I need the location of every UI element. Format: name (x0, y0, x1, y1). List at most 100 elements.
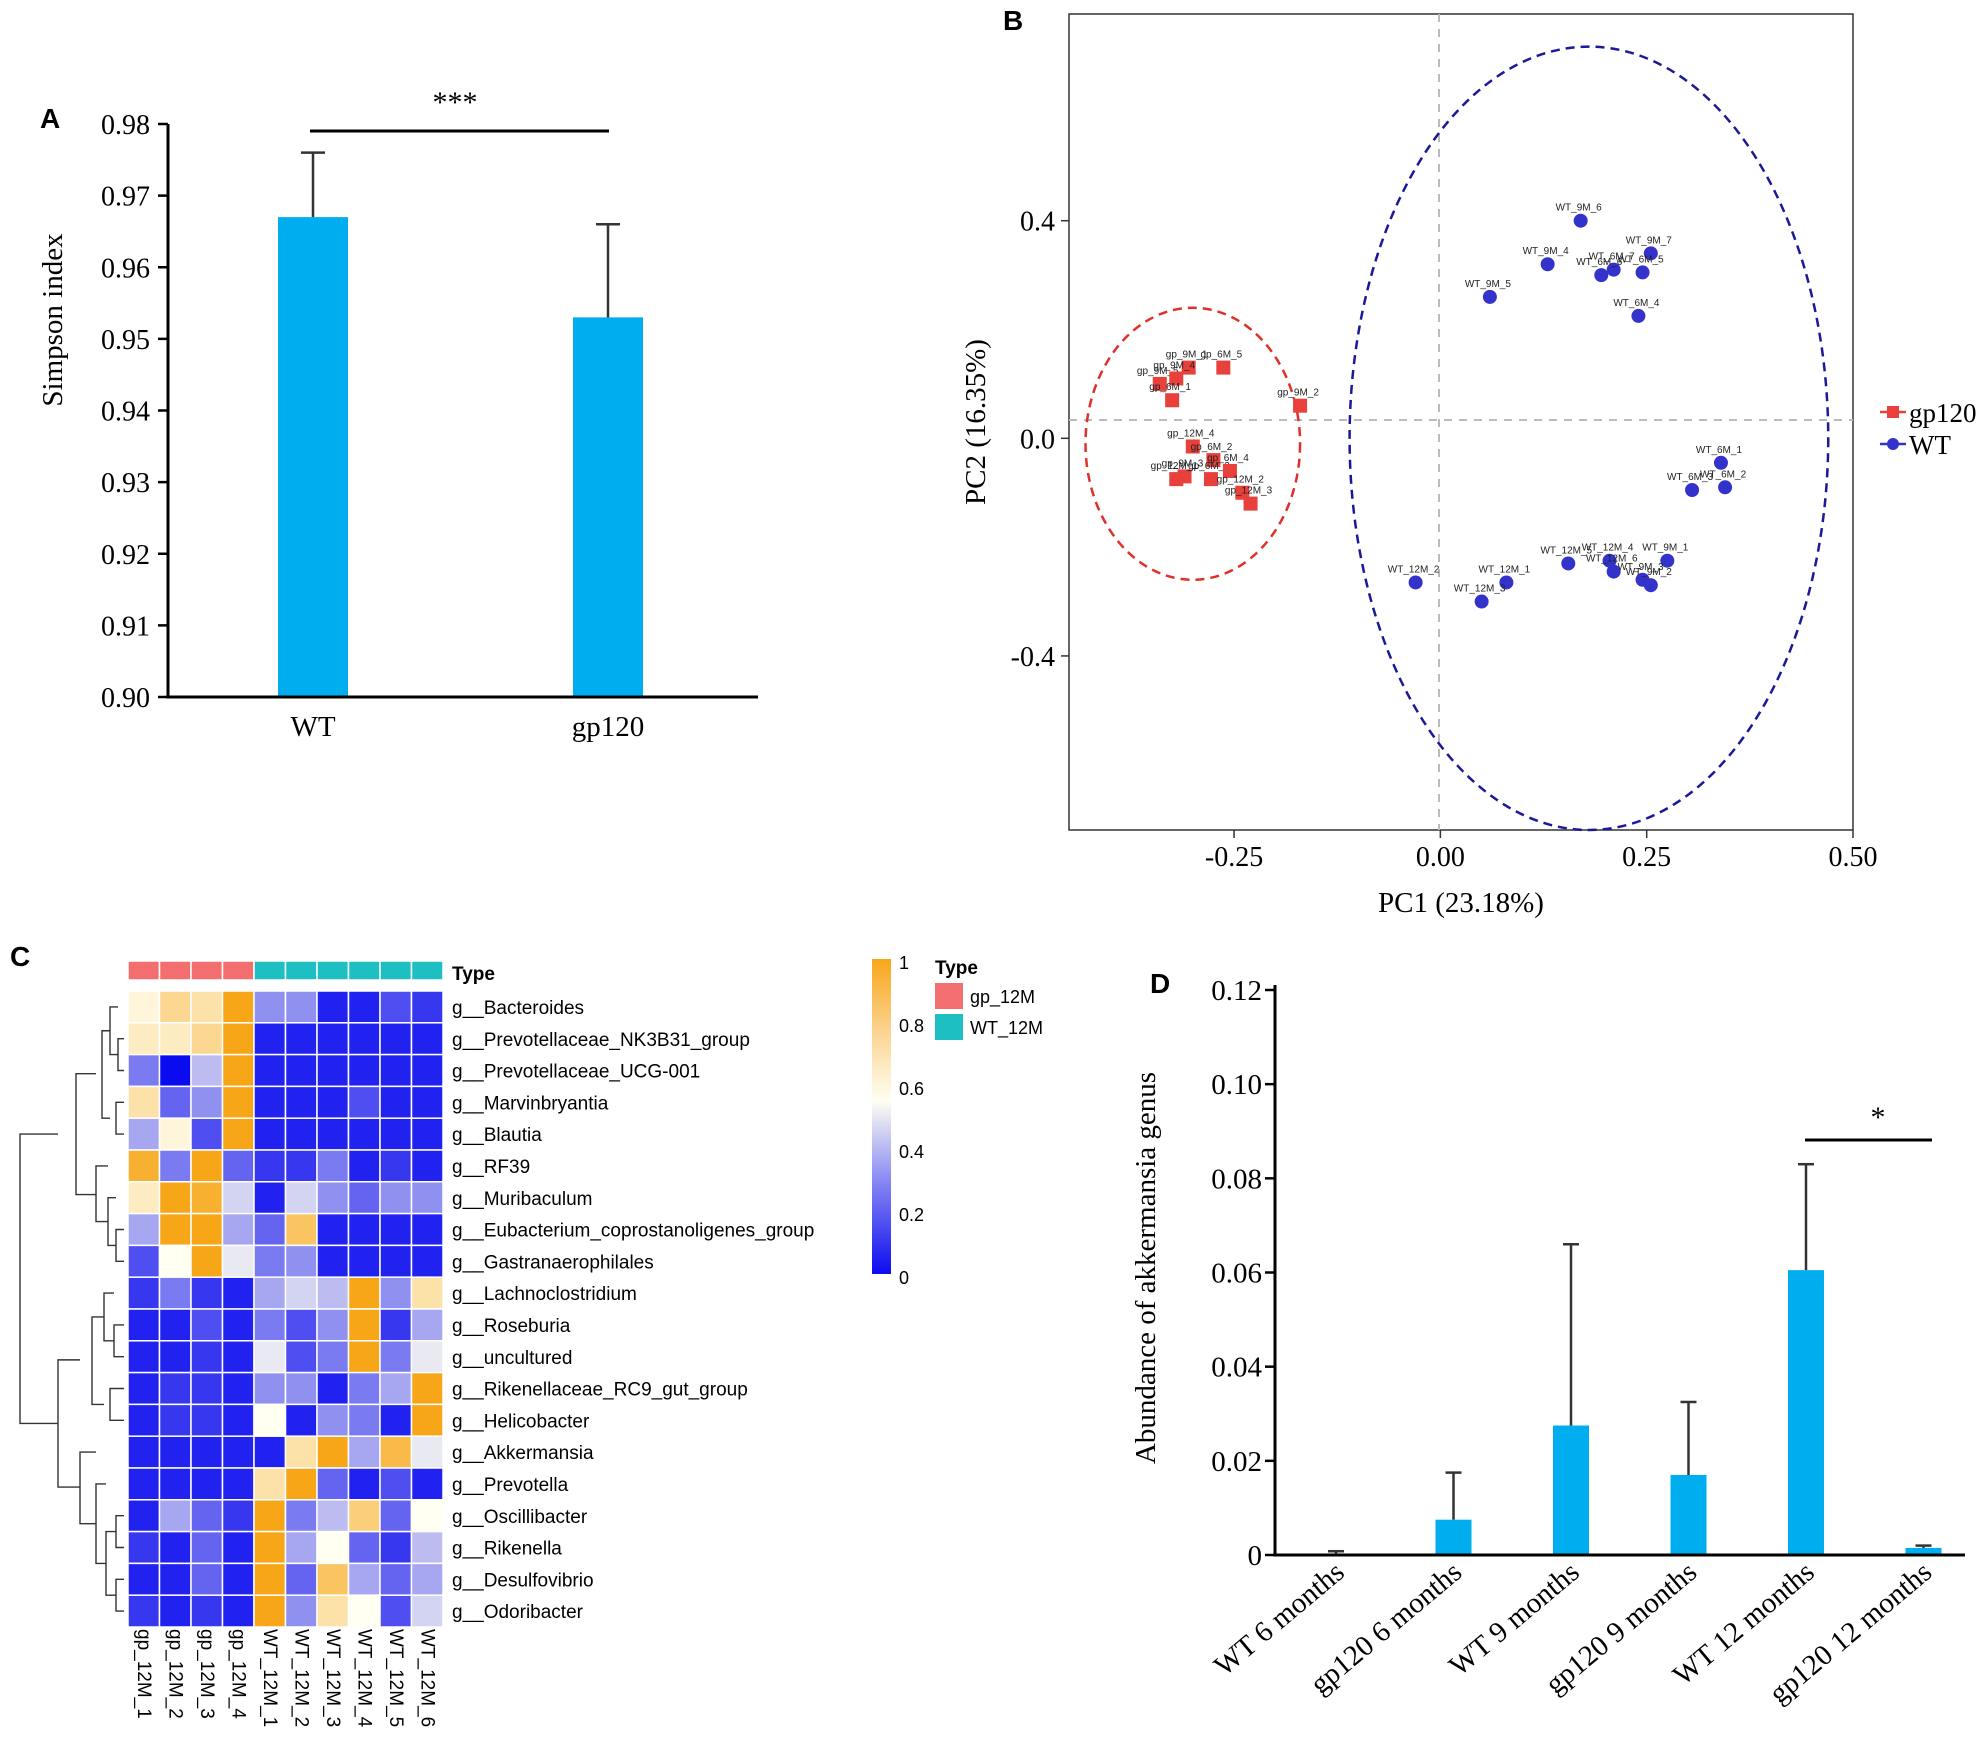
panel-c-row-label: g__Prevotellaceae_NK3B31_group (452, 1030, 750, 1051)
panel-b-point-label: WT_12M_5 (1540, 545, 1592, 556)
panel-c-heatmap-cell (347, 1053, 381, 1088)
panel-c-heatmap-cell (410, 1499, 444, 1533)
panel-d-bar (1435, 1519, 1472, 1555)
panel-b-plot-frame (1068, 13, 1854, 831)
panel-b-y-tick-label: -0.4 (1011, 642, 1055, 673)
panel-c-row-label: g__Muribaculum (452, 1189, 592, 1210)
panel-c: C Type g__Bacteroides g__Prevotellaceae_N… (10, 941, 1043, 1728)
panel-c-heatmap-cell (158, 1276, 192, 1310)
panel-b-point-label: gp_12M_1 (1151, 461, 1199, 472)
panel-b-point-wt (1660, 553, 1675, 568)
panel-c-heatmap-cell (379, 1181, 413, 1215)
panel-c-heatmap-cell (379, 1244, 413, 1278)
panel-c-heatmap-cell (127, 1371, 161, 1406)
panel-a-y-tick-label: 0.98 (101, 110, 150, 141)
panel-c-heatmap-cell (127, 1435, 161, 1469)
panel-c-heatmap-cell (284, 1244, 318, 1278)
panel-c-heatmap-cell (284, 1562, 318, 1596)
panel-c-type-cell (347, 960, 381, 981)
panel-c-column-label: WT_12M_2 (290, 1629, 311, 1727)
panel-b-point-label: gp_9M_4 (1153, 360, 1195, 371)
panel-c-heatmap-cell (127, 1403, 161, 1437)
panel-c-dendrogram-branch (115, 1228, 124, 1262)
panel-c-heatmap-cell (158, 1308, 192, 1342)
panel-c-column-label: gp_12M_4 (227, 1629, 248, 1719)
panel-c-heatmap-cell (379, 1340, 413, 1374)
panel-c-heatmap-cell (190, 1530, 224, 1565)
panel-c-heatmap-cell (190, 1435, 224, 1469)
panel-a-y-tick-label: 0.97 (101, 182, 150, 213)
panel-c-heatmap-cell (410, 1022, 444, 1056)
panel-c-colorbar-tick-label: 0 (899, 1268, 909, 1288)
panel-c-heatmap-cell (253, 1308, 287, 1342)
panel-c-dendrogram-branch (117, 1038, 124, 1072)
panel-c-heatmap-cell (221, 1403, 255, 1437)
panel-c-dendrogram-branch (101, 1030, 110, 1119)
panel-c-heatmap-cell (253, 1403, 287, 1437)
panel-a-significance-marker: *** (433, 86, 478, 119)
panel-c-heatmap-cell (410, 1562, 444, 1596)
panel-b-point-label: WT_9M_2 (1626, 567, 1673, 578)
panel-b-point-wt (1643, 246, 1658, 261)
panel-c-heatmap-cell (221, 1562, 255, 1596)
panel-c-row-label: g__Rikenellaceae_RC9_gut_group (452, 1380, 748, 1401)
panel-c-type-cell (158, 960, 192, 981)
panel-b-point-wt (1594, 268, 1609, 283)
panel-b-point-label: WT_9M_5 (1465, 279, 1512, 290)
panel-c-heatmap-cell (158, 1594, 192, 1628)
panel-c-heatmap-cell (284, 990, 318, 1024)
panel-c-type-cell (284, 960, 318, 981)
panel-c-type-bar (127, 960, 444, 981)
panel-b-point-label: WT_6M_1 (1696, 445, 1743, 456)
panel-c-heatmap-cell (347, 1403, 381, 1437)
panel-b-point-label: WT_9M_3 (1617, 562, 1664, 573)
panel-c-dendrogram-branch (109, 1006, 118, 1056)
panel-c-heatmap-cell (316, 990, 350, 1024)
panel-c-heatmap-cell (410, 1435, 444, 1469)
panel-c-legend-item-wt: WT_12M (970, 1018, 1043, 1039)
panel-a-y-tick-label: 0.90 (101, 683, 150, 714)
panel-c-heatmap-cell (284, 1467, 318, 1501)
panel-b-point-label: WT_9M_1 (1642, 543, 1689, 554)
panel-b-point-label: gp_9M_1 (1166, 350, 1208, 361)
panel-c-heatmap-cell (158, 1053, 192, 1088)
panel-c-dendrogram-branch (115, 1578, 124, 1612)
panel-c-heatmap-cell (284, 1435, 318, 1469)
panel-c-column-label: WT_12M_5 (385, 1629, 406, 1727)
panel-c-heatmap-cell (221, 1308, 255, 1342)
panel-c-heatmap-cell (127, 1244, 161, 1278)
panel-b-point-wt (1499, 575, 1514, 590)
panel-c-heatmap-cell (410, 990, 444, 1024)
panel-c-heatmap-cell (379, 1149, 413, 1183)
panel-c-heatmap-cell (347, 1371, 381, 1406)
panel-d-y-tick-label: 0.04 (1211, 1352, 1262, 1384)
panel-b-point-wt (1635, 265, 1650, 280)
panel-a-y-tick-label: 0.91 (101, 611, 150, 642)
panel-c-heatmap-cell (221, 1530, 255, 1565)
panel-b-point-label: gp_9M_5 (1137, 366, 1179, 377)
panel-d-bar (1670, 1474, 1707, 1555)
panel-c-heatmap-cell (284, 1149, 318, 1183)
panel-c-heatmap-cell (190, 1594, 224, 1628)
panel-c-heatmap-cell (127, 1499, 161, 1533)
panel-c-heatmap-cell (221, 1149, 255, 1183)
panel-d-bar (1553, 1425, 1589, 1555)
panel-c-heatmap-cell (347, 990, 381, 1024)
panel-c-heatmap-cell (221, 1499, 255, 1533)
panel-c-heatmap-cell (316, 1212, 350, 1247)
panel-a-x-tick-label: WT (290, 711, 335, 743)
panel-c-heatmap-cell (284, 1594, 318, 1628)
panel-c-heatmap-cell (221, 1371, 255, 1406)
panel-a-y-ticks: 0.98 0.97 0.96 0.95 0.94 0.93 0.92 0.91 0.90 (101, 110, 168, 714)
panel-c-heatmap-cell (127, 1117, 161, 1151)
panel-c-heatmap-cell (284, 1212, 318, 1247)
panel-b-point-wt (1540, 257, 1555, 272)
panel-c-heatmap-cell (127, 1212, 161, 1247)
panel-c-heatmap-cell (410, 1212, 444, 1247)
panel-d-bar (1905, 1547, 1942, 1555)
panel-c-heatmap-cell (347, 1530, 381, 1565)
panel-b-point-label: WT_6M_3 (1667, 472, 1714, 483)
panel-c-row-label: g__Lachnoclostridium (452, 1284, 637, 1305)
panel-c-heatmap-cell (253, 1276, 287, 1310)
panel-c-column-label: gp_12M_1 (133, 1629, 154, 1719)
